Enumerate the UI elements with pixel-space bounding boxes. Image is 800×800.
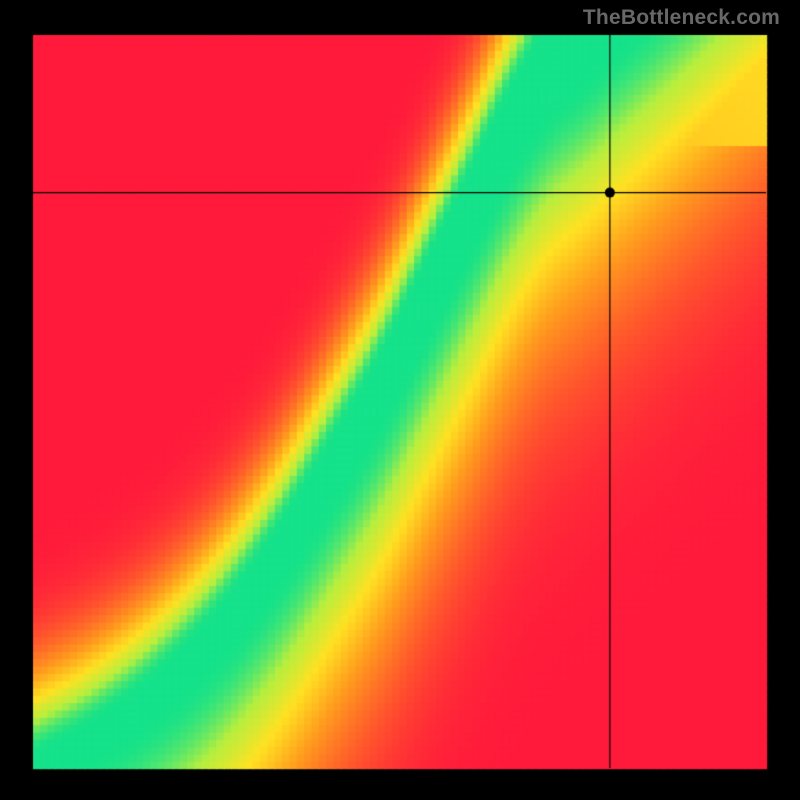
heatmap-chart bbox=[0, 0, 800, 800]
watermark-text: TheBottleneck.com bbox=[583, 6, 780, 30]
chart-container: TheBottleneck.com bbox=[0, 0, 800, 800]
